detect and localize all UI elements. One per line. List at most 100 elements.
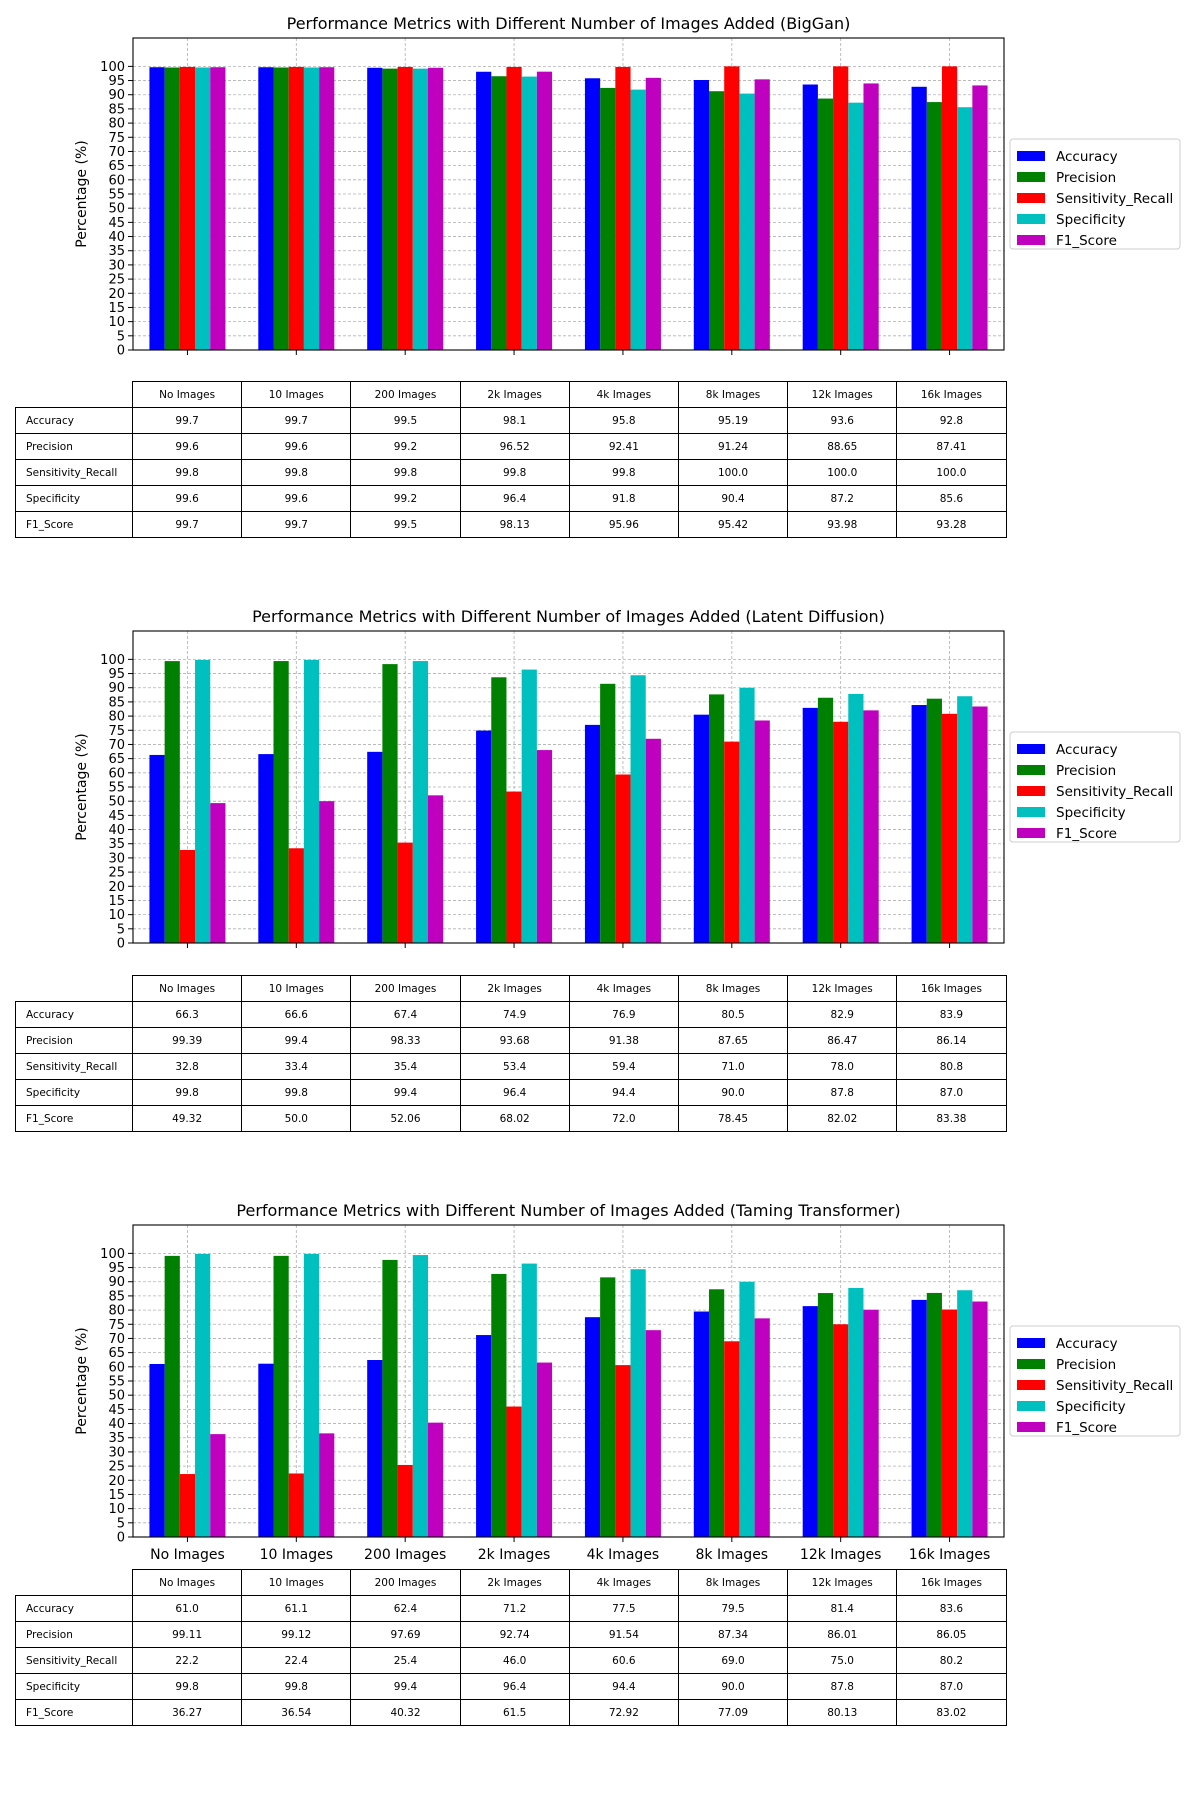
bar [412,1255,428,1537]
series-sensitivity-recall [179,713,958,943]
table-header-row: No Images 10 Images 200 Images 2k Images 4k … [16,1569,1007,1596]
y-tick-label: 60 [108,1360,125,1375]
y-tick-label: 20 [108,287,125,302]
bar [397,66,413,350]
chart-panel: Performance Metrics with Different Numbe… [74,14,1181,359]
legend-swatch [1017,151,1045,161]
bar [506,66,522,350]
bar [926,1292,942,1537]
table-row: Accuracy 99.7 99.7 99.5 98.1 95.8 95.19 93.6 92.… [15,407,1007,434]
bar [709,694,725,943]
bar [164,67,180,351]
table-cell: 69.0 [677,1647,789,1674]
table-cell: 99.7 [241,407,352,434]
table-row-header: Sensitivity_Recall [15,459,133,486]
bar [754,1318,770,1537]
series-precision [164,67,942,351]
bar [288,1473,304,1537]
table-cell: 71.2 [459,1595,570,1622]
table-cell: 98.13 [459,511,570,538]
metrics-table: No Images 10 Images 200 Images 2k Images 4k … [15,1569,1007,1726]
y-tick-label: 60 [108,766,125,781]
bar [367,751,383,943]
bar [972,1301,988,1537]
table-column-header: 200 Images [350,1569,461,1596]
table-cell: 80.8 [896,1053,1007,1080]
bar [491,677,507,943]
bar [476,1335,492,1537]
table-cell: 93.6 [787,407,898,434]
table-cell: 99.8 [241,1079,352,1106]
bar [754,79,770,350]
bar [833,1324,849,1537]
bar [319,801,335,943]
y-tick-label: 75 [108,1318,125,1333]
bar [600,683,616,943]
table-row-header: Accuracy [15,407,133,434]
legend-swatch [1017,193,1045,203]
table-row-header: Precision [15,1027,133,1054]
legend-box [1009,138,1181,250]
y-tick-label: 65 [108,752,125,767]
table-row: Accuracy 66.3 66.6 67.4 74.9 76.9 80.5 82.9 83.9 [15,1001,1007,1028]
table-row: Specificity 99.8 99.8 99.4 96.4 94.4 90.0 87.8 8… [15,1673,1007,1700]
chart-title: Performance Metrics with Different Numbe… [236,1201,900,1220]
table-column-header: 10 Images [241,381,352,408]
legend-swatch [1017,828,1045,838]
bar [600,1277,616,1537]
y-tick-label: 0 [117,1531,125,1546]
legend-swatch [1017,765,1045,775]
x-tick-label: 12k Images [800,1547,882,1563]
bar [412,661,428,943]
table-cell: 85.6 [896,485,1007,512]
bar [693,1311,710,1537]
table-column-header: 10 Images [241,975,352,1002]
table-cell: 87.41 [896,433,1007,460]
legend-swatch [1017,1338,1045,1348]
y-tick-label: 30 [108,1445,125,1460]
plot-frame [132,630,1005,944]
table-cell: 86.05 [896,1621,1007,1648]
bar [724,741,740,943]
table-column-header: No Images [131,381,243,408]
table-row-header: Specificity [15,1673,133,1700]
table-cell: 77.09 [677,1699,789,1726]
bar [709,1289,725,1537]
y-tick-label: 25 [108,866,125,881]
legend-swatch [1017,807,1045,817]
legend-swatch [1017,744,1045,754]
table-cell: 99.8 [568,459,679,486]
table-row: Sensitivity_Recall 32.8 33.4 35.4 53.4 59.4 71… [15,1053,1007,1080]
bar [149,1363,165,1537]
series-f1-score [210,1301,988,1537]
table-row: Sensitivity_Recall 99.8 99.8 99.8 99.8 99.8 10… [15,459,1007,486]
table-column-header: 4k Images [568,975,679,1002]
table-corner [16,382,133,408]
legend-swatch [1017,235,1045,245]
table-row-header: Sensitivity_Recall [15,1053,133,1080]
bar [319,1433,335,1537]
bar [149,67,165,351]
table-cell: 99.8 [131,1079,243,1106]
bar [693,714,710,943]
x-tick-label: 8k Images [696,1547,769,1563]
legend-swatch [1017,1380,1045,1390]
bar [536,71,553,350]
legend-swatch [1017,786,1045,796]
table-cell: 76.9 [568,1001,679,1028]
y-tick-label: 40 [108,823,125,838]
y-tick-label: 80 [108,117,125,132]
table-row-header: Sensitivity_Recall [15,1647,133,1674]
y-tick-label: 20 [108,880,125,895]
bar [427,67,444,351]
y-tick-label: 10 [108,1502,125,1517]
bar [600,87,616,351]
table-column-header: 16k Images [896,1569,1007,1596]
bar [319,67,335,351]
bar [506,791,522,943]
table-cell: 25.4 [350,1647,461,1674]
y-tick-label: 55 [108,188,125,203]
bar [149,754,165,943]
table-cell: 82.9 [787,1001,898,1028]
